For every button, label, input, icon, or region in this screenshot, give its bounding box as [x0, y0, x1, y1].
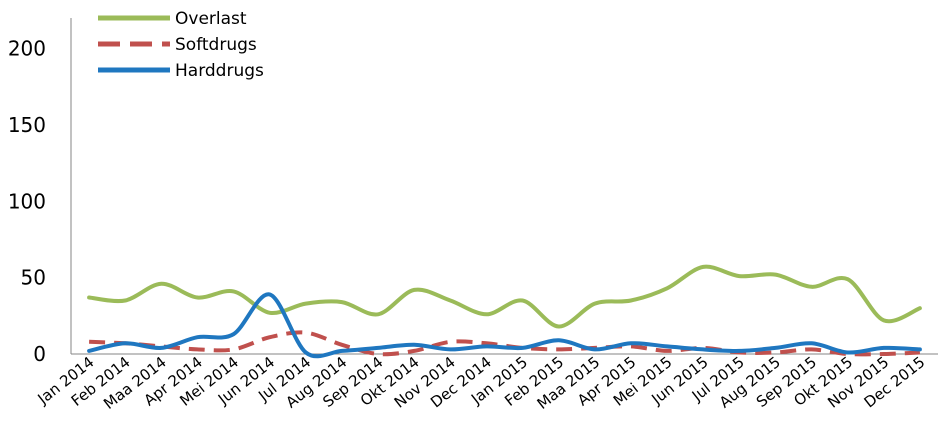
y-tick-label: 50: [21, 266, 46, 290]
series-line-harddrugs: [87, 292, 922, 359]
y-tick-label: 200: [8, 37, 46, 61]
y-tick-label: 0: [33, 342, 46, 366]
series-line-overlast: [87, 264, 922, 329]
legend-label-overlast: Overlast: [175, 9, 247, 29]
y-tick-group: 0 50 100 150 200: [8, 37, 46, 366]
y-tick-label: 100: [8, 189, 46, 213]
series-group: [87, 264, 922, 359]
legend-label-harddrugs: Harddrugs: [175, 61, 264, 81]
legend: Overlast Softdrugs Harddrugs: [98, 9, 264, 81]
legend-label-softdrugs: Softdrugs: [175, 35, 257, 55]
y-tick-label: 150: [8, 113, 46, 137]
